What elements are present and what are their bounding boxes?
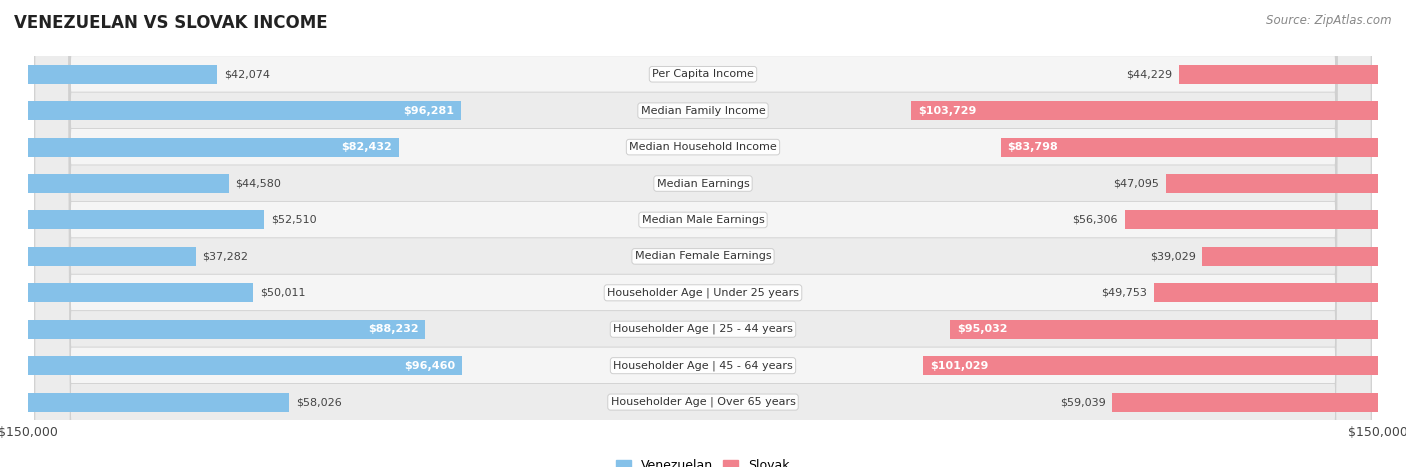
Text: Median Male Earnings: Median Male Earnings: [641, 215, 765, 225]
Text: Median Female Earnings: Median Female Earnings: [634, 251, 772, 262]
Text: VENEZUELAN VS SLOVAK INCOME: VENEZUELAN VS SLOVAK INCOME: [14, 14, 328, 32]
Text: $59,039: $59,039: [1060, 397, 1105, 407]
Bar: [950, 320, 1378, 339]
Bar: [1178, 65, 1378, 84]
Bar: [924, 356, 1378, 375]
Text: $52,510: $52,510: [271, 215, 316, 225]
Text: $83,798: $83,798: [1008, 142, 1059, 152]
Text: $101,029: $101,029: [931, 361, 988, 371]
Bar: [28, 247, 195, 266]
Bar: [28, 283, 253, 302]
FancyBboxPatch shape: [35, 0, 1371, 467]
Text: $95,032: $95,032: [957, 324, 1008, 334]
Legend: Venezuelan, Slovak: Venezuelan, Slovak: [616, 460, 790, 467]
FancyBboxPatch shape: [35, 0, 1371, 467]
FancyBboxPatch shape: [35, 0, 1371, 467]
Bar: [28, 320, 425, 339]
Text: Householder Age | Under 25 years: Householder Age | Under 25 years: [607, 288, 799, 298]
Text: $39,029: $39,029: [1150, 251, 1195, 262]
Bar: [28, 393, 290, 411]
Text: Median Earnings: Median Earnings: [657, 178, 749, 189]
Text: $50,011: $50,011: [260, 288, 305, 298]
Bar: [1154, 283, 1378, 302]
Bar: [28, 101, 461, 120]
FancyBboxPatch shape: [35, 0, 1371, 467]
Text: Median Family Income: Median Family Income: [641, 106, 765, 116]
Bar: [911, 101, 1378, 120]
Text: Householder Age | Over 65 years: Householder Age | Over 65 years: [610, 397, 796, 407]
Bar: [1166, 174, 1378, 193]
FancyBboxPatch shape: [35, 0, 1371, 467]
Text: $96,460: $96,460: [405, 361, 456, 371]
Text: $96,281: $96,281: [404, 106, 454, 116]
Text: $56,306: $56,306: [1073, 215, 1118, 225]
Text: $44,580: $44,580: [235, 178, 281, 189]
Text: Source: ZipAtlas.com: Source: ZipAtlas.com: [1267, 14, 1392, 27]
Text: $82,432: $82,432: [342, 142, 392, 152]
Text: Per Capita Income: Per Capita Income: [652, 69, 754, 79]
Text: $49,753: $49,753: [1101, 288, 1147, 298]
Bar: [28, 65, 218, 84]
Text: $58,026: $58,026: [295, 397, 342, 407]
Bar: [28, 138, 399, 156]
Text: $42,074: $42,074: [224, 69, 270, 79]
Bar: [28, 356, 463, 375]
FancyBboxPatch shape: [35, 0, 1371, 467]
FancyBboxPatch shape: [35, 0, 1371, 467]
Bar: [1202, 247, 1378, 266]
Text: $103,729: $103,729: [918, 106, 976, 116]
Text: $47,095: $47,095: [1114, 178, 1159, 189]
FancyBboxPatch shape: [35, 0, 1371, 467]
Bar: [1001, 138, 1378, 156]
Bar: [28, 211, 264, 229]
FancyBboxPatch shape: [35, 0, 1371, 467]
Bar: [1112, 393, 1378, 411]
Text: $88,232: $88,232: [368, 324, 419, 334]
Bar: [1125, 211, 1378, 229]
Text: $44,229: $44,229: [1126, 69, 1173, 79]
Text: Householder Age | 45 - 64 years: Householder Age | 45 - 64 years: [613, 361, 793, 371]
FancyBboxPatch shape: [35, 0, 1371, 467]
Text: Median Household Income: Median Household Income: [628, 142, 778, 152]
Text: Householder Age | 25 - 44 years: Householder Age | 25 - 44 years: [613, 324, 793, 334]
Text: $37,282: $37,282: [202, 251, 249, 262]
Bar: [28, 174, 229, 193]
